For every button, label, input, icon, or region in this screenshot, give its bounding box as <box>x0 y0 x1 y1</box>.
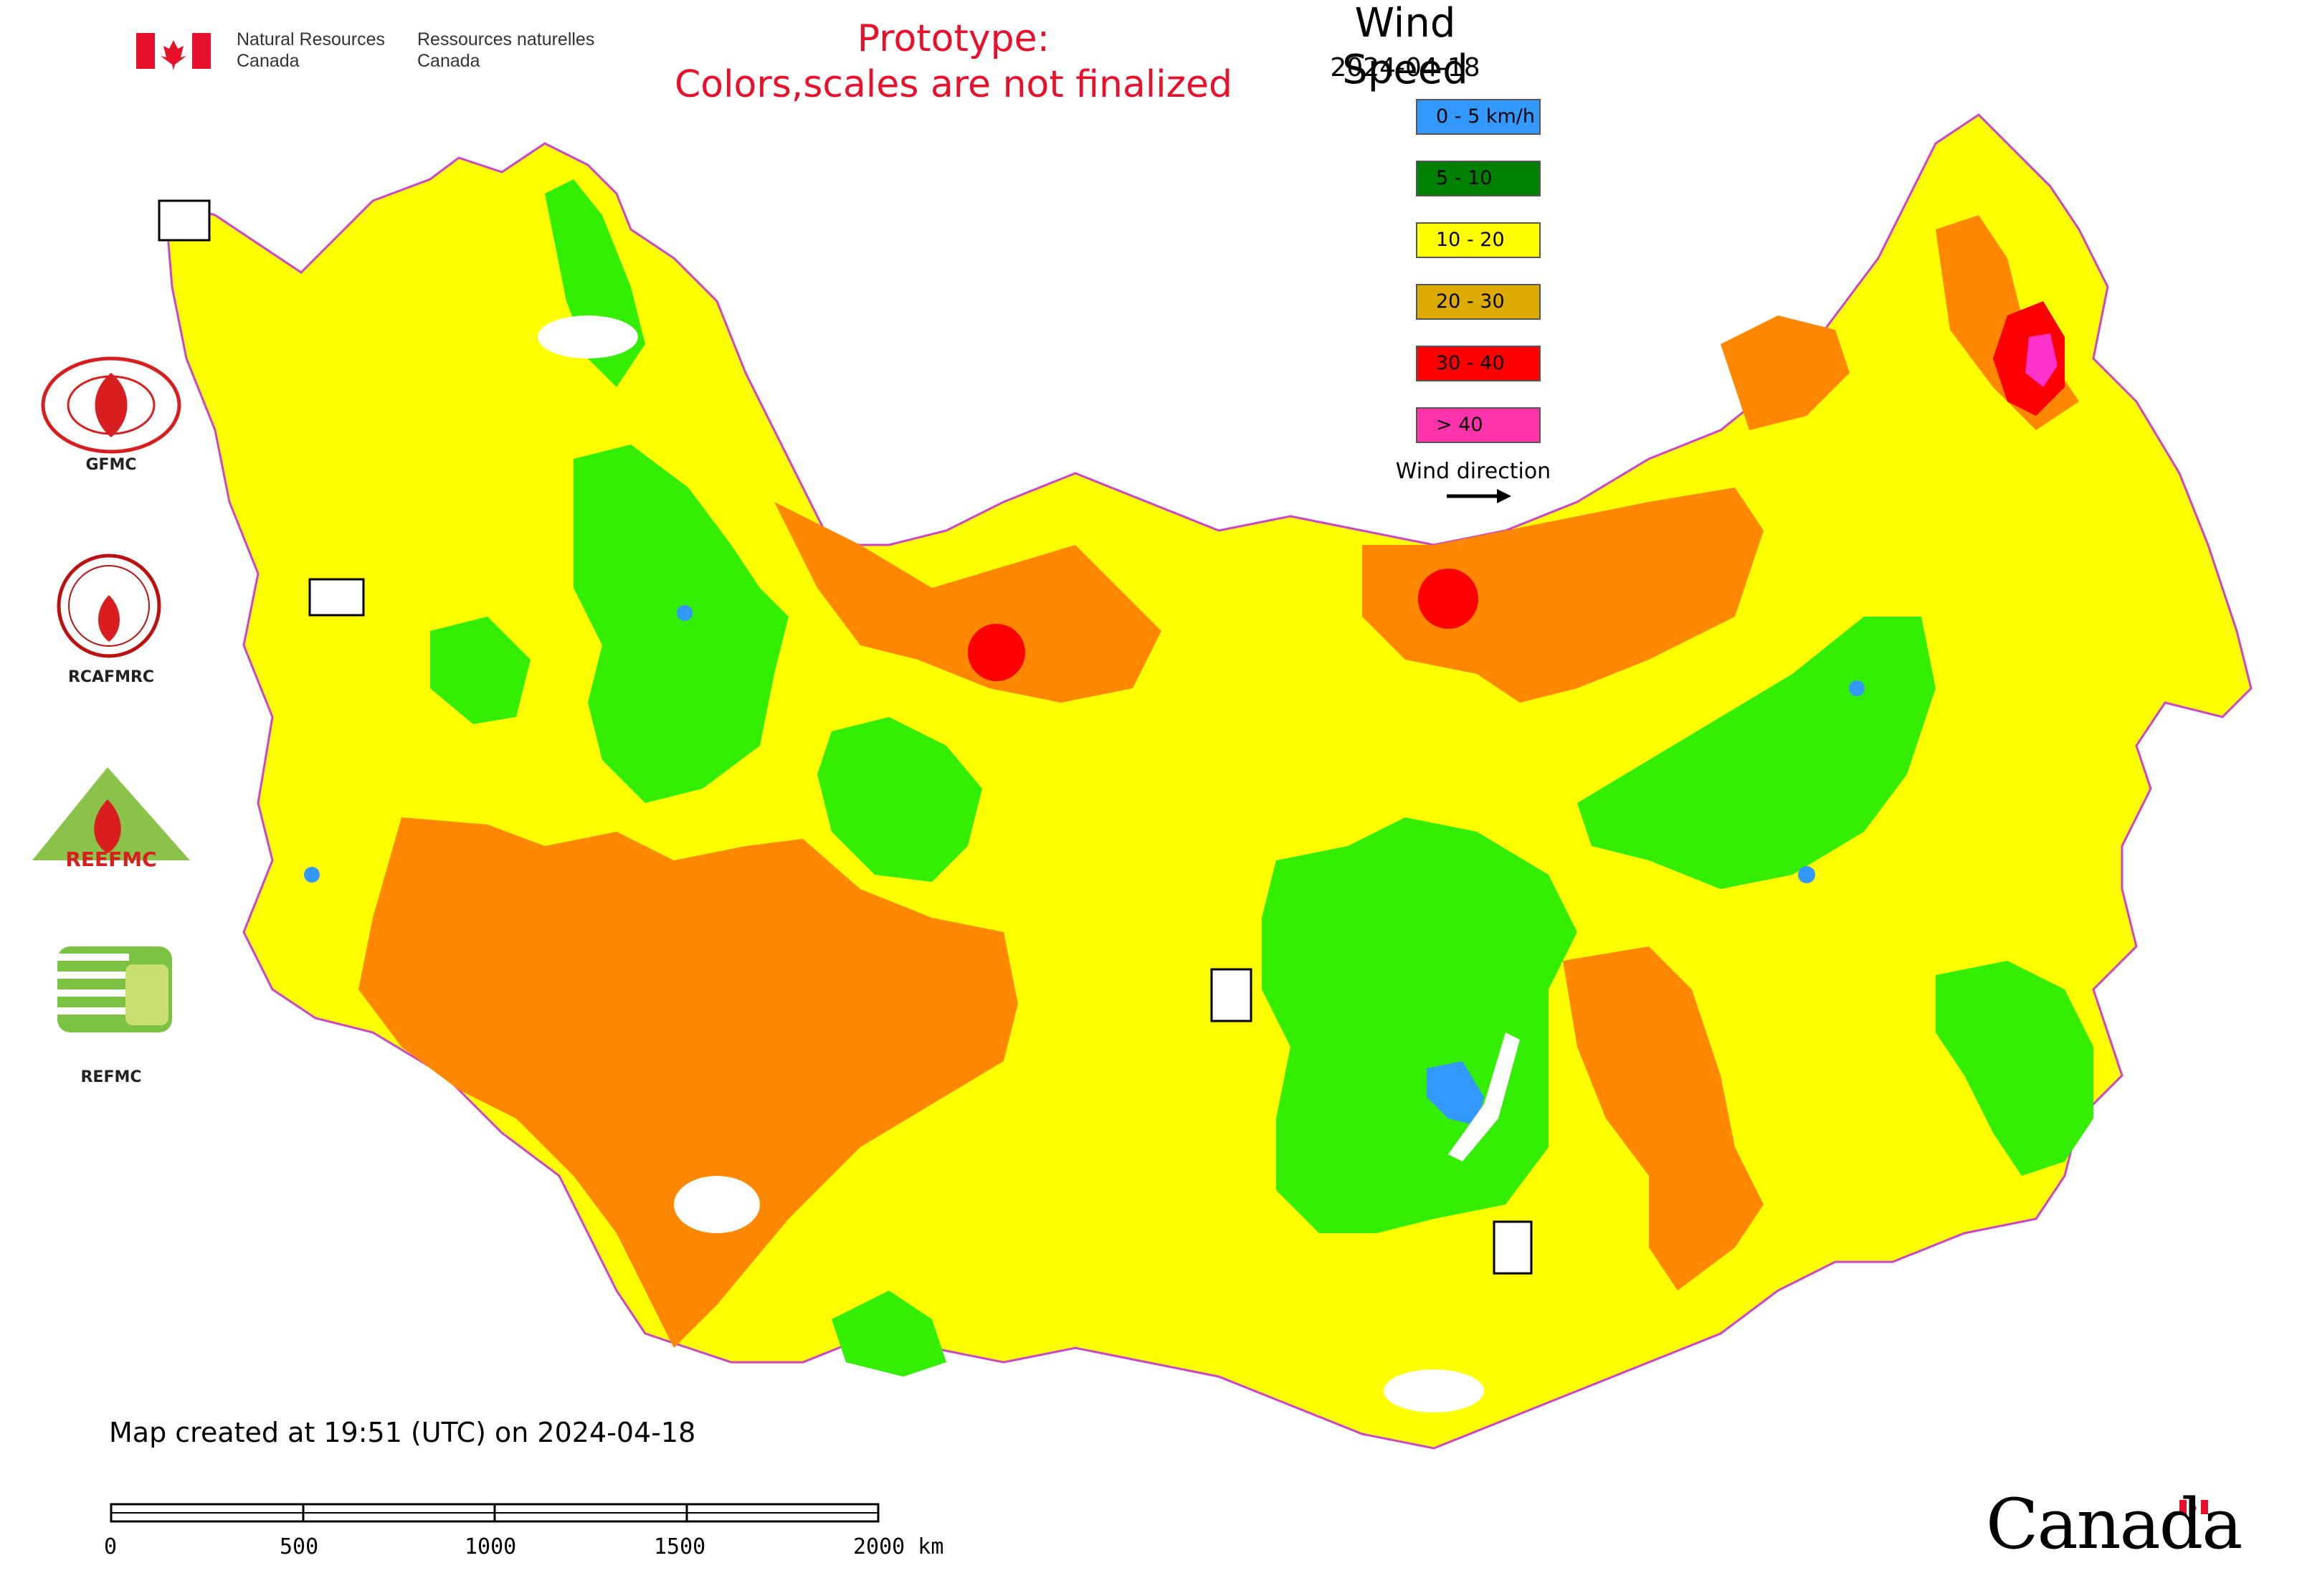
scale-label-500: 500 <box>280 1534 319 1559</box>
light-wind-zone-central <box>817 717 982 882</box>
fresh-wind-zone-east <box>1362 488 1764 703</box>
agency-name-en: Natural Resources Canada <box>237 29 385 72</box>
reefmc-logo-icon <box>32 767 190 860</box>
fresh-wind-zone-northeast <box>1721 315 1850 430</box>
legend-item-0: 0 - 5 km/h <box>1416 99 1541 135</box>
scale-label-1000: 1000 <box>465 1534 517 1559</box>
agency-name-fr: Ressources naturelles Canada <box>417 29 594 72</box>
map-created-note: Map created at 19:51 (UTC) on 2024-04-18 <box>109 1417 696 1448</box>
org-label-refmc: REFMC <box>80 1068 142 1086</box>
calm-wind-spot <box>1849 680 1865 696</box>
legend-title: Wind Speed <box>1342 0 1468 93</box>
landmass <box>163 113 2253 1450</box>
scale-label-1500: 1500 <box>654 1534 706 1559</box>
lake <box>538 315 638 358</box>
calm-wind-spot <box>304 867 320 883</box>
legend-date: 2024-04-18 <box>1330 53 1480 82</box>
refmc-logo-icon <box>57 946 172 1032</box>
fresh-wind-zone-north <box>774 502 1161 703</box>
lake <box>1384 1369 1484 1412</box>
wind-direction-label: Wind direction <box>1395 459 1551 484</box>
scale-label-2000: 2000 km <box>853 1534 944 1559</box>
lake <box>674 1176 760 1233</box>
prototype-notice-line2: Colors,scales are not finalized <box>674 63 1233 106</box>
agency-name-fr-line1: Ressources naturelles <box>417 29 595 49</box>
agency-name-en-line1: Natural Resources <box>237 29 386 49</box>
canada-flag-icon <box>136 33 211 70</box>
station-marker-rcafmrc[interactable] <box>1493 1220 1533 1275</box>
extreme-wind-zone <box>2025 333 2058 387</box>
agency-name-fr-line2: Canada <box>417 51 480 71</box>
calm-wind-zone-baikal <box>1427 1061 1484 1126</box>
scale-bar <box>110 1503 880 1523</box>
calm-wind-spot <box>1798 866 1815 883</box>
prototype-notice-line1: Prototype: <box>857 17 1050 60</box>
light-wind-zone-south <box>832 1291 946 1377</box>
legend-item-5: > 40 <box>1416 407 1541 443</box>
calm-wind-spot <box>677 605 693 621</box>
org-label-gfmc: GFMC <box>85 456 137 474</box>
scale-label-0: 0 <box>104 1534 118 1559</box>
gfmc-logo-icon <box>41 356 181 454</box>
canada-wordmark-flag-icon <box>2179 1500 2208 1514</box>
legend-item-2: 10 - 20 <box>1416 222 1541 258</box>
light-wind-zone-amur <box>1936 961 2093 1176</box>
station-marker-reefmc[interactable] <box>308 578 365 617</box>
org-label-reefmc: REEFMC <box>65 847 157 871</box>
org-label-rcafmrc: RCAFMRC <box>67 668 155 686</box>
light-wind-zone-baikal <box>1262 817 1577 1233</box>
lake-baikal <box>1448 1032 1520 1162</box>
legend-item-3: 20 - 30 <box>1416 284 1541 320</box>
fresh-wind-zone-west <box>358 817 1018 1348</box>
prototype-notice: Prototype: Colors,scales are not finaliz… <box>645 16 1262 108</box>
legend-item-1: 5 - 10 <box>1416 161 1541 196</box>
station-marker-refmc[interactable] <box>1210 968 1252 1022</box>
agency-name-en-line2: Canada <box>237 51 300 71</box>
canada-wordmark: Canada <box>1986 1484 2242 1564</box>
legend-item-4: 30 - 40 <box>1416 346 1541 381</box>
station-marker-gfmc[interactable] <box>158 199 211 242</box>
strong-wind-spot <box>968 624 1025 681</box>
light-wind-zone-east <box>1577 617 1936 889</box>
strong-wind-spot <box>1418 569 1478 629</box>
fresh-wind-zone-southeast <box>1563 946 1764 1291</box>
wind-direction-arrow-icon <box>1447 489 1511 503</box>
light-wind-zone-ural <box>430 617 531 724</box>
rcafmrc-logo-icon <box>57 554 161 658</box>
light-wind-zone-west <box>574 445 789 803</box>
